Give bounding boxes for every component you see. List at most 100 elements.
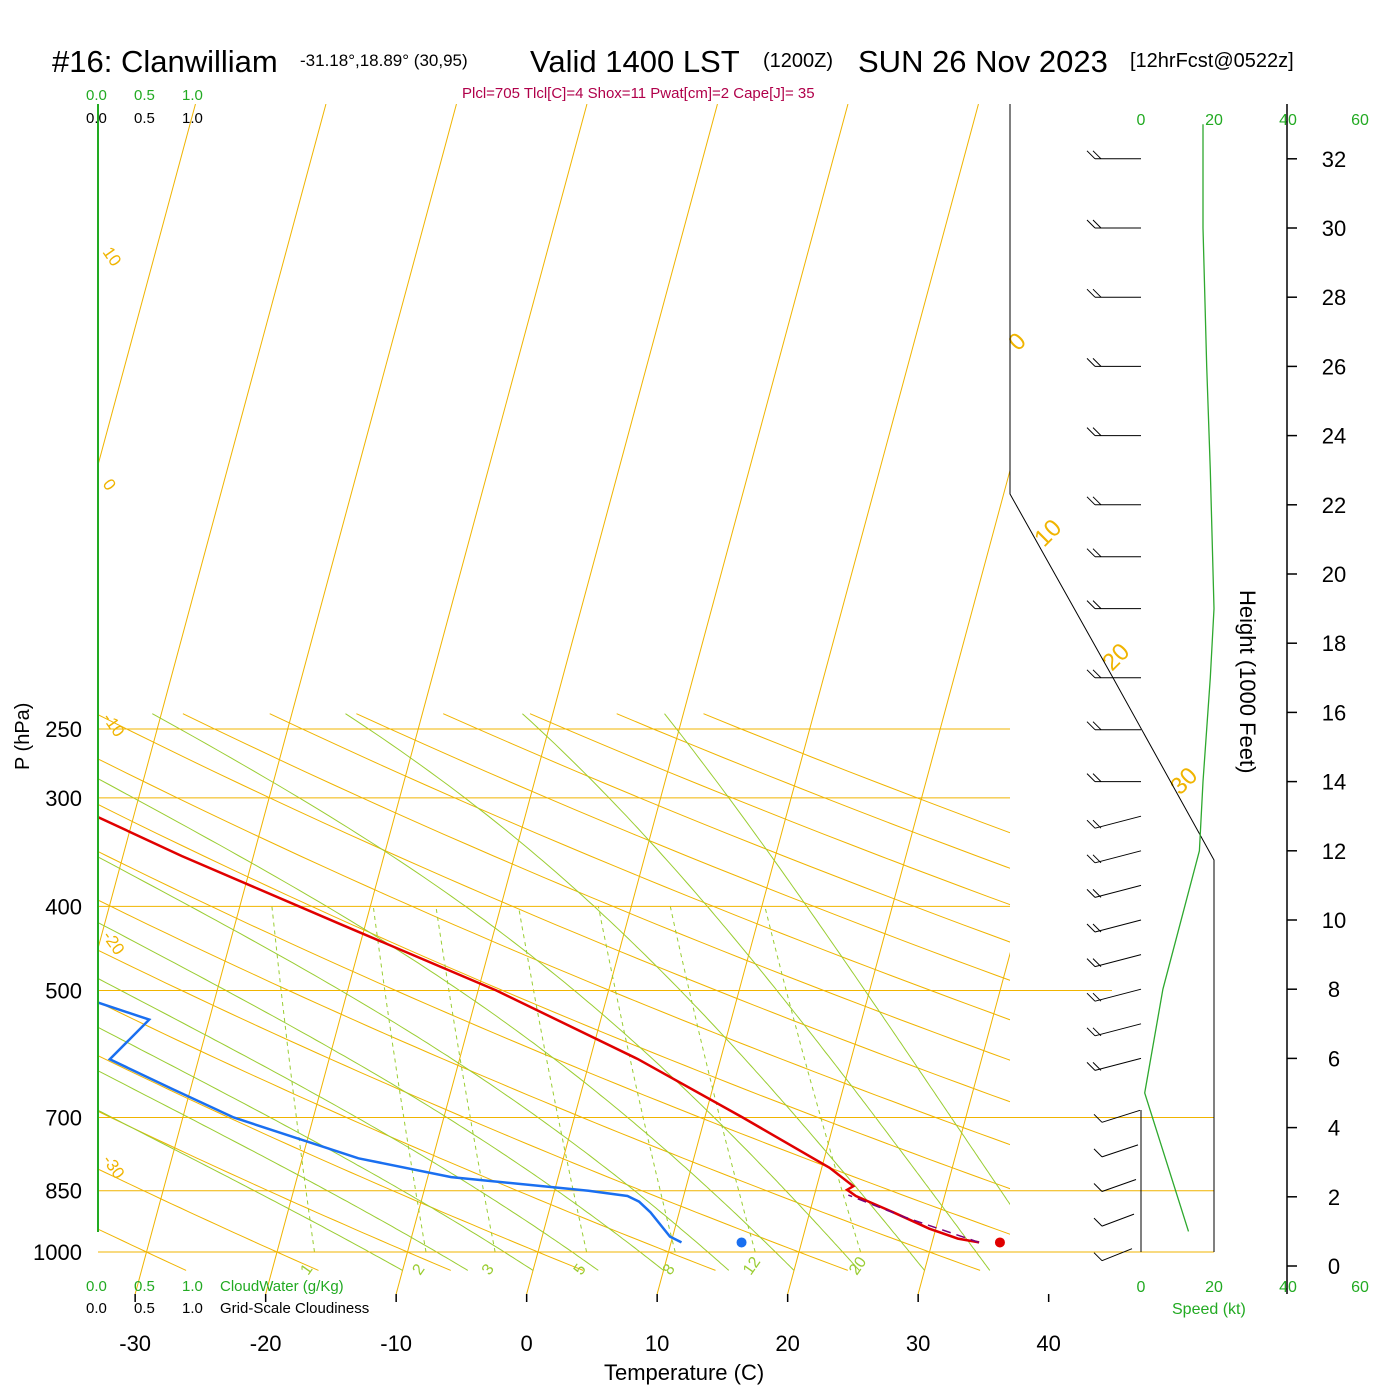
valid-date: SUN 26 Nov 2023 (858, 44, 1108, 79)
x-tick-label: 0 (521, 1331, 533, 1356)
top-green-tick: 1.0 (182, 87, 203, 104)
surface-dewpoint-point (736, 1237, 747, 1248)
dry-adiabat-line (98, 758, 1010, 1146)
top-green-tick: 0.5 (134, 87, 155, 104)
wind-barb-staff (1094, 988, 1142, 1002)
wind-barb-flag (1086, 819, 1096, 829)
wind-barb-flag (1092, 219, 1102, 229)
dry-adiabat-line (98, 803, 1010, 1190)
wind-barb-staff (1094, 1023, 1142, 1037)
wind-barb-flag (1086, 288, 1096, 298)
isotherm-line (98, 104, 196, 467)
wind-barb-flag (1086, 496, 1096, 506)
sounding-indices: Plcl=705 Tlcl[C]=4 Shox=11 Pwat[cm]=2 Ca… (462, 85, 815, 102)
pressure-tick-label: 850 (45, 1179, 82, 1204)
speed-scale-top-label: 0 (1137, 112, 1146, 129)
height-tick-label: 32 (1322, 147, 1346, 172)
bottom-green-tick: 1.0 (182, 1278, 203, 1295)
forecast-info: [12hrFcst@0522z] (1130, 50, 1294, 72)
wind-barb-flag (1092, 773, 1102, 782)
cloudwater-label: CloudWater (g/Kg) (220, 1278, 344, 1295)
wind-barb-flag (1092, 819, 1102, 829)
dry-adiabat-line (98, 1110, 451, 1271)
dry-adiabat-label: 0 (99, 475, 120, 494)
mixing-ratio-label: 20 (846, 1254, 870, 1278)
dry-adiabat-label: 10 (99, 243, 125, 269)
dry-adiabat-line (269, 713, 1010, 1021)
height-tick-label: 16 (1322, 700, 1346, 725)
dry-adiabat-line (616, 713, 1010, 869)
dry-adiabat-line (442, 713, 1010, 943)
height-axis-label: Height (1000 Feet) (1235, 590, 1260, 773)
isotherm-line (1310, 104, 1400, 1294)
wind-barb-flag (1086, 1062, 1096, 1071)
wind-barb-flag (1086, 358, 1096, 367)
wind-barb-flag (1092, 992, 1102, 1002)
bottom-cloudwater-scale: 0.0 0.5 1.0 CloudWater (g/Kg) (86, 1278, 344, 1295)
height-tick-label: 2 (1328, 1185, 1340, 1210)
speed-scale-bottom-label: 20 (1205, 1279, 1223, 1296)
dry-adiabat-label: -10 (99, 709, 129, 740)
temperature-axis: -30 -20 -10 0 10 20 30 40 (119, 1294, 1061, 1356)
moist-adiabat-line (152, 713, 860, 1271)
isotherm-line (1179, 104, 1400, 1294)
dry-adiabat-line (98, 1055, 584, 1271)
height-tick-label: 22 (1322, 493, 1346, 518)
wind-barb-flag (1086, 427, 1096, 436)
wind-barb-staff (1101, 1213, 1135, 1227)
height-tick-label: 10 (1322, 908, 1346, 933)
isotherm-line (395, 104, 718, 1294)
isotherm-label: 10 (1029, 514, 1067, 552)
wind-barb-flag (1086, 669, 1096, 679)
wind-barb-staff (1094, 954, 1142, 968)
parcel-profile (848, 1194, 980, 1244)
moist-adiabat-line (98, 977, 599, 1271)
wind-barb-flag (1092, 889, 1102, 898)
mixing-ratio-line (271, 906, 315, 1253)
moist-adiabat-line (98, 1026, 534, 1271)
top-cloudiness-scale: 0.0 0.5 1.0 (86, 110, 203, 127)
x-tick-label: -10 (380, 1331, 412, 1356)
height-tick-label: 24 (1322, 424, 1346, 449)
mixing-ratio-label: 5 (571, 1261, 590, 1278)
dry-adiabat-label: -30 (99, 1151, 129, 1182)
height-tick-label: 28 (1322, 285, 1346, 310)
pressure-axis: 250 300 400 500 700 850 1000 (33, 717, 82, 1265)
dry-adiabat-line (182, 713, 1010, 1061)
isotherm-line (98, 104, 327, 951)
wind-panel-boundary (1009, 104, 1215, 1252)
dewpoint-profile (98, 1001, 683, 1244)
wind-barb-flag (1093, 1148, 1103, 1158)
wind-barb-staff (1094, 919, 1142, 933)
mixing-ratio-line (518, 906, 588, 1253)
wind-barb-flag (1086, 889, 1096, 898)
dry-adiabat-line (98, 850, 1010, 1235)
utc-time: (1200Z) (763, 50, 833, 72)
wind-barb-flag (1093, 1183, 1103, 1192)
dry-adiabat-line (98, 949, 848, 1271)
dry-adiabat-line (98, 899, 981, 1271)
pressure-tick-label: 250 (45, 717, 82, 742)
wind-barb-flag (1092, 288, 1102, 298)
wind-barb-flag (1092, 669, 1102, 679)
speed-scale-bottom-label: 60 (1351, 1279, 1369, 1296)
moist-adiabat-line (98, 778, 795, 1271)
cloudiness-label: Grid-Scale Cloudiness (220, 1300, 369, 1317)
wind-barb-flag (1092, 854, 1102, 864)
height-tick-label: 0 (1328, 1254, 1340, 1279)
wind-barb-flag (1092, 358, 1102, 367)
wind-barb-flag (1086, 548, 1096, 558)
wind-barb-flag (1092, 150, 1102, 160)
wind-barb-staff (1094, 850, 1142, 864)
wind-barb-staff (1101, 1179, 1137, 1192)
wind-barb-flag (1086, 958, 1096, 967)
isotherm-line (656, 104, 979, 1294)
isotherm-label: 20 (1097, 638, 1135, 676)
speed-scale-bottom-label: 0 (1137, 1279, 1146, 1296)
wind-barb-flag (1093, 1113, 1103, 1123)
top-black-tick: 0.0 (86, 110, 107, 127)
wind-barb-staff (1094, 1057, 1142, 1071)
top-green-tick: 0.0 (86, 87, 107, 104)
